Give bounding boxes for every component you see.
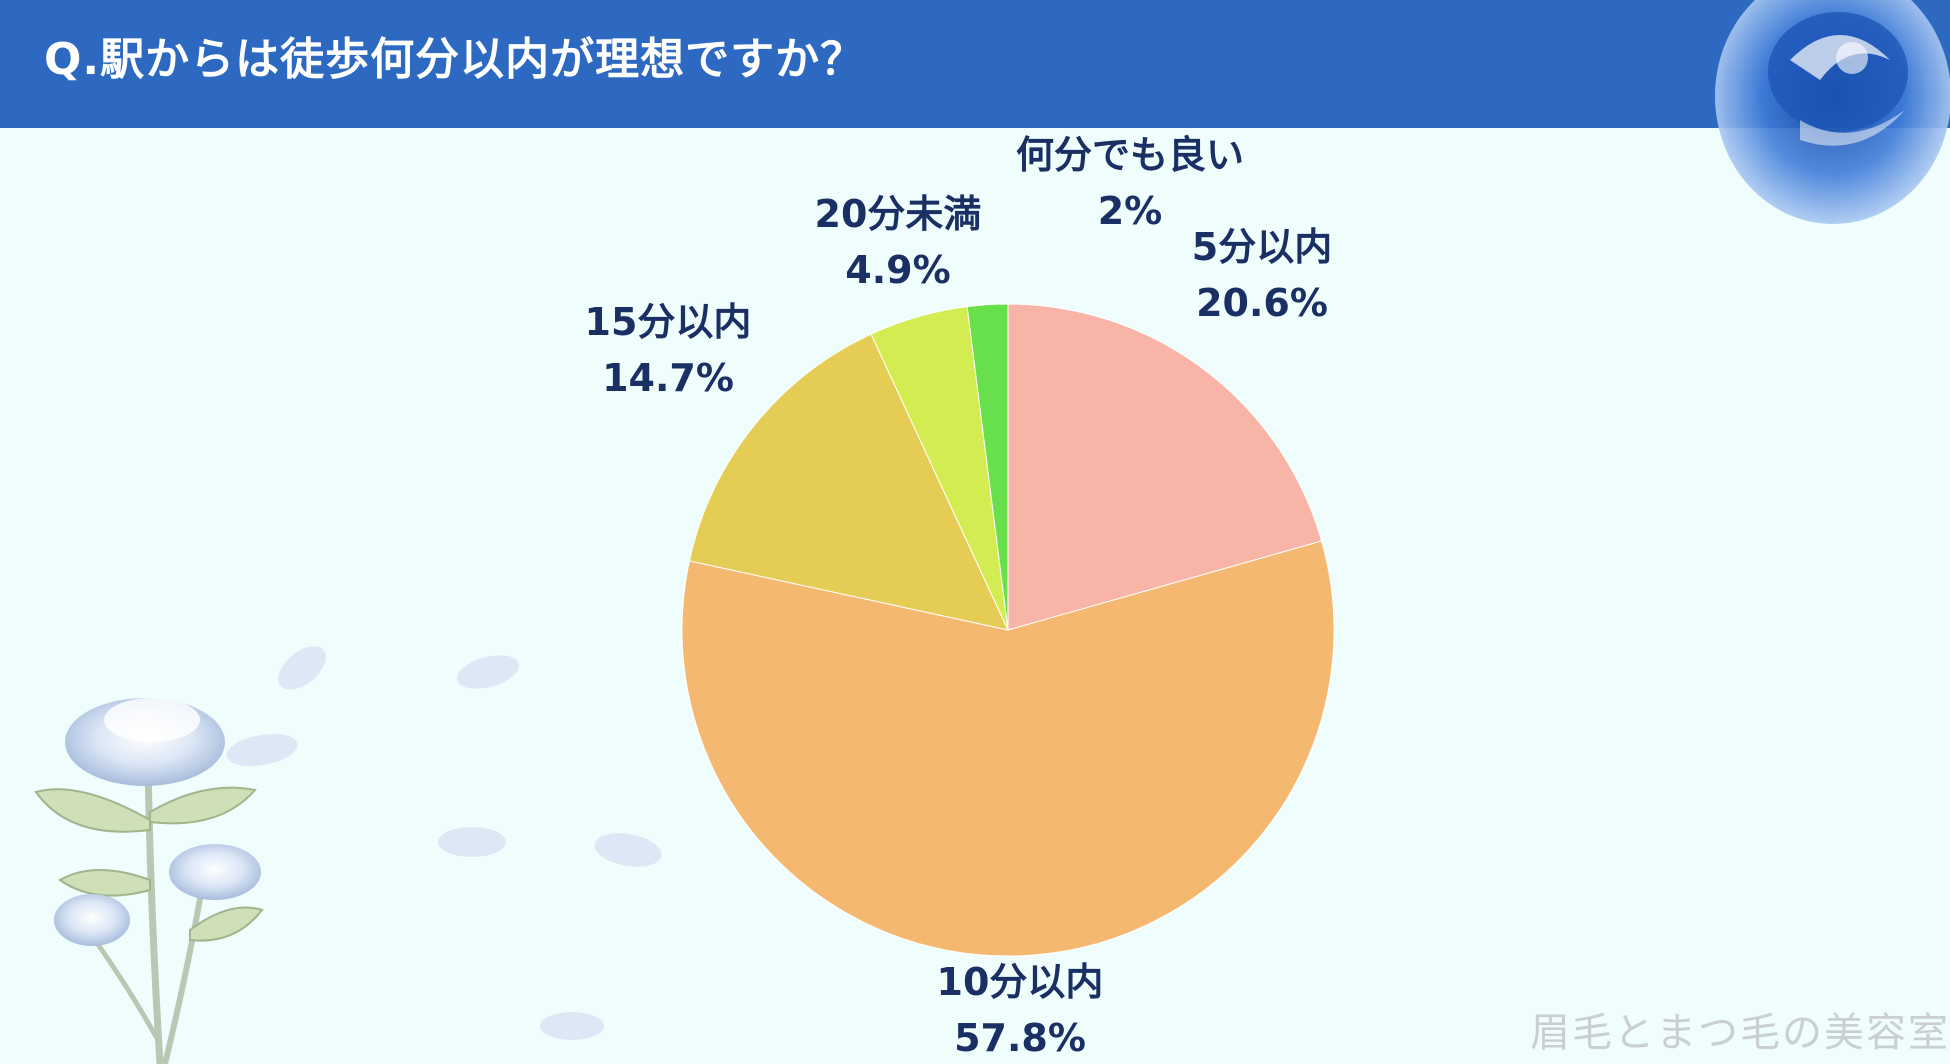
slice-label-10min: 10分以内 (937, 960, 1104, 1004)
watermark-text: 眉毛とまつ毛の美容室 (1530, 1010, 1950, 1056)
slice-label-any: 何分でも良い (1016, 133, 1244, 177)
slice-value-label-any: 2% (1098, 189, 1163, 233)
slice-value-label-10min: 57.8% (954, 1016, 1086, 1060)
blue-rose-icon (1715, 0, 1950, 224)
page-title: Q.駅からは徒歩何分以内が理想ですか？ (44, 34, 866, 85)
header-bar (0, 0, 1950, 128)
petal-icon (226, 646, 662, 1040)
pie-slice-10min (681, 540, 1335, 957)
pie-slice-15min (688, 333, 1009, 631)
pie-slice-5min (1007, 303, 1323, 631)
slice-label-20min: 20分未満 (815, 192, 982, 236)
slice-value-label-5min: 20.6% (1196, 281, 1328, 325)
slice-label-15min: 15分以内 (585, 300, 752, 344)
slice-label-5min: 5分以内 (1192, 225, 1332, 269)
slice-value-label-20min: 4.9% (845, 248, 950, 292)
slice-value-label-15min: 14.7% (602, 356, 734, 400)
pie-slice-any (966, 303, 1009, 631)
blue-rose-stems-icon (34, 698, 264, 1064)
